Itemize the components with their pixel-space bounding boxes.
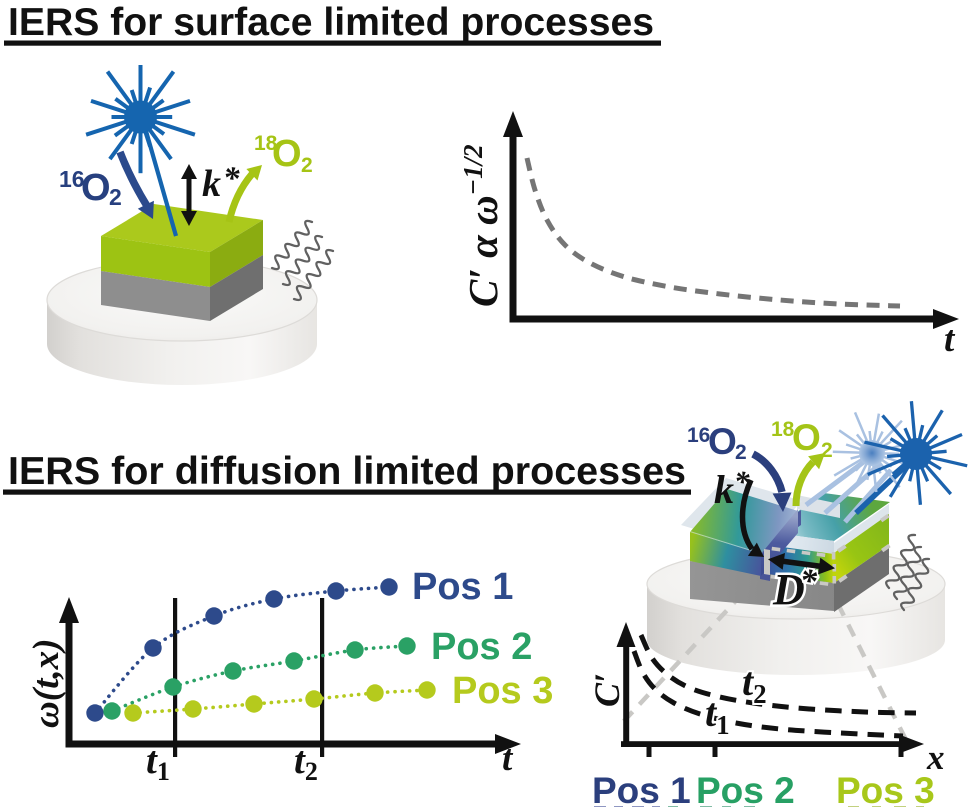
svg-text:ω(t,x): ω(t,x) [26, 639, 67, 728]
svg-text:16: 16 [687, 424, 710, 447]
svg-text:k: k [202, 163, 221, 205]
svg-text:2: 2 [109, 184, 122, 210]
svg-text:16: 16 [59, 166, 85, 192]
svg-text:2: 2 [821, 439, 833, 462]
svg-text:O: O [708, 421, 737, 462]
svg-text:O: O [81, 167, 111, 209]
svg-text:Pos 1: Pos 1 [592, 770, 691, 807]
svg-text:Pos 2: Pos 2 [696, 770, 795, 807]
svg-text:*: * [800, 563, 818, 600]
svg-text:D: D [772, 565, 805, 614]
svg-text:18: 18 [254, 132, 278, 155]
svg-text:O: O [792, 417, 821, 458]
svg-text:Pos 3: Pos 3 [836, 770, 935, 807]
svg-text:x: x [926, 738, 945, 777]
svg-text:18: 18 [771, 418, 795, 441]
svg-text:Pos 1: Pos 1 [412, 566, 513, 608]
svg-text:t1: t1 [146, 739, 170, 786]
svg-text:k: k [714, 467, 734, 512]
svg-text:*: * [734, 464, 750, 499]
svg-text:O: O [272, 133, 302, 175]
svg-text:2: 2 [735, 441, 747, 464]
svg-text:C′: C′ [587, 673, 627, 707]
svg-text:Pos 2: Pos 2 [431, 626, 532, 668]
svg-text:2: 2 [301, 154, 313, 177]
svg-text:IERS for surface limited proce: IERS for surface limited processes [8, 1, 654, 44]
svg-text:IERS for diffusion limited pro: IERS for diffusion limited processes [8, 450, 686, 493]
svg-text:Pos 3: Pos 3 [452, 670, 553, 712]
svg-text:t: t [944, 319, 956, 360]
svg-text:t: t [502, 738, 514, 779]
svg-text:*: * [223, 161, 240, 197]
